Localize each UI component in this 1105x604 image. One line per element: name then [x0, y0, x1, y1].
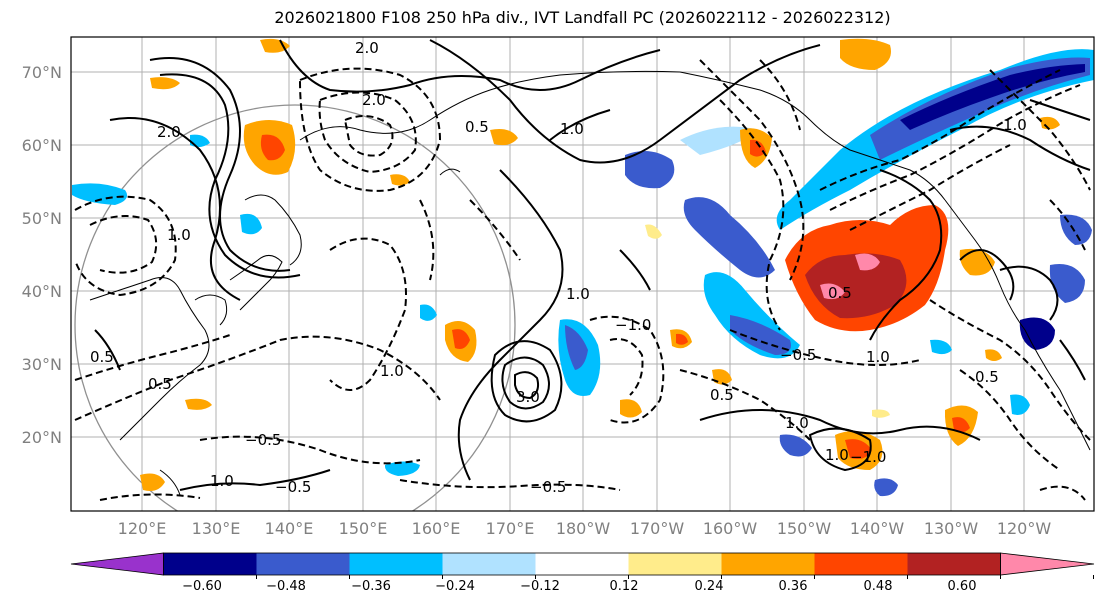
lat-label: 30°N — [22, 355, 62, 374]
colorbar-tick-label: 0.48 — [864, 579, 893, 594]
lat-label: 50°N — [22, 209, 62, 228]
positive-divergence-fill — [140, 38, 1060, 491]
coastlines — [89, 70, 1091, 496]
lon-label: 160°E — [412, 519, 461, 538]
colorbar-tick-label: 0.36 — [779, 579, 808, 594]
contour-label: −0.5 — [245, 431, 281, 449]
contour-label: 0.5 — [828, 284, 852, 302]
contour-label: 1.0 — [380, 362, 404, 380]
contour-label: 2.0 — [157, 123, 181, 141]
contour-label: 0.5 — [148, 375, 172, 393]
lon-label: 130°E — [192, 519, 241, 538]
lon-label: 140°E — [265, 519, 314, 538]
colorbar-swatch — [628, 553, 722, 575]
colorbar-tick-label: 0.12 — [610, 579, 639, 594]
colorbar-tick-labels: −0.60 −0.48 −0.36 −0.24 −0.12 0.12 0.24 … — [182, 579, 976, 594]
lon-label: 170°E — [486, 519, 535, 538]
colorbar-swatch — [256, 553, 350, 575]
contour-label: 1.0 — [785, 414, 809, 432]
colorbar-swatch — [721, 553, 815, 575]
colorbar-tick-label: −0.24 — [435, 579, 475, 594]
lon-label: 140°W — [850, 519, 905, 538]
colorbar-tick-label: 0.60 — [948, 579, 977, 594]
contour-label: −0.5 — [530, 478, 566, 496]
lon-label: 180°W — [556, 519, 611, 538]
colorbar-swatch — [70, 552, 164, 576]
lat-label: 20°N — [22, 428, 62, 447]
lat-label: 40°N — [22, 282, 62, 301]
colorbar-ticks — [256, 575, 1094, 579]
contour-label: −1.0 — [850, 448, 886, 466]
colorbar-tick-label: −0.36 — [351, 579, 391, 594]
lat-label: 70°N — [22, 63, 62, 82]
contour-label: 1.0 — [210, 472, 234, 490]
contour-label: 1.0 — [167, 226, 191, 244]
contour-labels: 2.0 2.0 2.0 1.0 1.0 1.0 1.0 1.0 0.5 0.5 … — [90, 39, 1027, 496]
contour-label: −0.5 — [780, 346, 816, 364]
contour-label: 1.0 — [825, 446, 849, 464]
lon-label: 120°E — [118, 519, 167, 538]
colorbar-tick-label: −0.12 — [520, 579, 560, 594]
colorbar-swatch — [814, 553, 908, 575]
contour-label: −1.0 — [615, 316, 651, 334]
lon-label: 130°W — [924, 519, 979, 538]
lon-label: 160°W — [703, 519, 758, 538]
contour-label: 1.0 — [866, 348, 890, 366]
colorbar-swatch — [442, 553, 536, 575]
colorbar-tick-label: −0.48 — [266, 579, 306, 594]
contour-label: 0.5 — [710, 386, 734, 404]
contour-label: 0.5 — [90, 348, 114, 366]
colorbar-tick-label: 0.24 — [695, 579, 724, 594]
contour-label: 0.5 — [975, 368, 999, 386]
dashed-contours — [74, 59, 1091, 501]
lat-label: 60°N — [22, 136, 62, 155]
map-title: 2026021800 F108 250 hPa div., IVT Landfa… — [274, 8, 891, 27]
colorbar-swatch — [1000, 552, 1095, 576]
contour-label: 2.0 — [355, 39, 379, 57]
lon-label: 120°W — [997, 519, 1052, 538]
colorbar-swatch — [535, 553, 629, 575]
colorbar: −0.60 −0.48 −0.36 −0.24 −0.12 0.12 0.24 … — [70, 552, 1095, 594]
lon-label: 170°W — [630, 519, 685, 538]
contour-label: 0.5 — [465, 118, 489, 136]
contour-label: 2.0 — [362, 91, 386, 109]
colorbar-swatches — [70, 552, 1095, 576]
contour-label: 1.0 — [566, 285, 590, 303]
lon-label: 150°E — [339, 519, 388, 538]
contour-label: 1.0 — [560, 120, 584, 138]
latitude-labels: 70°N 60°N 50°N 40°N 30°N 20°N — [22, 63, 62, 447]
range-circle — [74, 104, 516, 511]
colorbar-tick-label: −0.60 — [182, 579, 222, 594]
contour-label: 3.0 — [516, 388, 540, 406]
lon-label: 150°W — [777, 519, 832, 538]
colorbar-outline — [163, 552, 1001, 576]
map-frame — [70, 36, 1095, 512]
contour-label: −0.5 — [275, 478, 311, 496]
contour-label: 1.0 — [1003, 116, 1027, 134]
longitude-labels: 120°E 130°E 140°E 150°E 160°E 170°E 180°… — [118, 519, 1052, 538]
colorbar-swatch — [163, 553, 257, 575]
solid-contours — [94, 39, 1091, 491]
colorbar-swatch — [349, 553, 443, 575]
colorbar-swatch — [907, 553, 1001, 575]
